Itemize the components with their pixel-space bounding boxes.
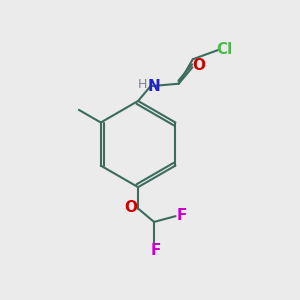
Text: Cl: Cl	[216, 42, 232, 57]
Text: O: O	[124, 200, 137, 215]
Text: F: F	[176, 208, 187, 223]
Text: O: O	[193, 58, 206, 73]
Text: H: H	[138, 78, 147, 91]
Text: F: F	[150, 243, 161, 258]
Text: N: N	[147, 79, 160, 94]
